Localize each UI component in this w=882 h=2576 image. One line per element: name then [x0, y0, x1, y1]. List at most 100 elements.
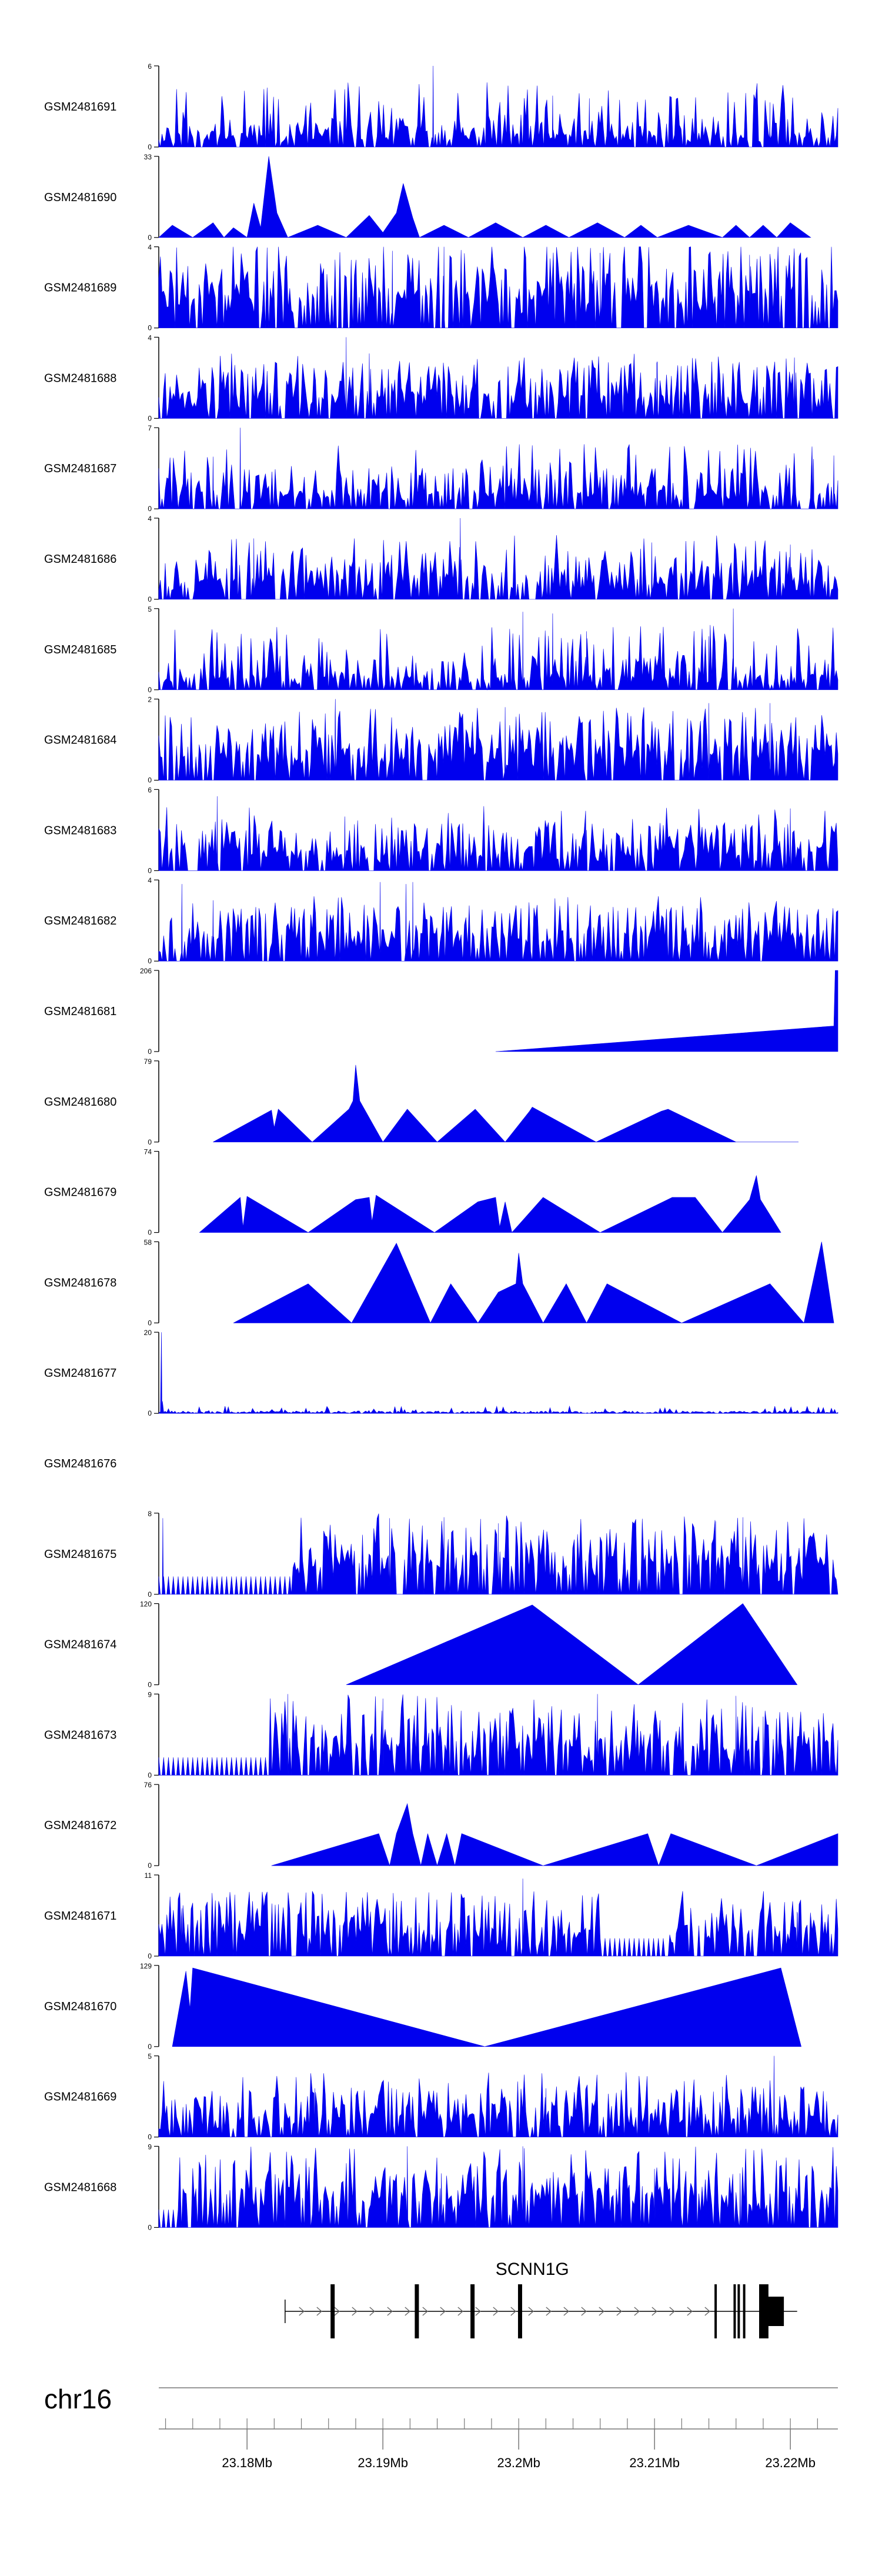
y-min-label: 0 [148, 233, 152, 242]
strand-chevron [599, 2307, 604, 2316]
axis-tick-label: 23.2Mb [497, 2455, 540, 2470]
track-label: GSM2481690 [44, 191, 116, 204]
coverage-area [346, 1603, 798, 1685]
strand-chevron [316, 2307, 322, 2316]
track-gsm2481679: GSM2481679 74 0 [44, 1148, 781, 1237]
coverage-area [158, 1332, 838, 1414]
coverage-area [158, 1513, 838, 1595]
track-label: GSM2481668 [44, 2181, 116, 2194]
strand-chevron [704, 2307, 710, 2316]
exon [470, 2284, 475, 2338]
y-max-label: 8 [148, 1510, 152, 1518]
coverage-area [271, 1803, 838, 1867]
y-max-label: 33 [144, 153, 152, 161]
y-min-label: 0 [148, 1138, 152, 1146]
coverage-area [158, 65, 838, 148]
exon [733, 2284, 736, 2338]
y-max-label: 4 [148, 876, 152, 885]
track-label: GSM2481683 [44, 824, 116, 837]
coverage-area [158, 2146, 838, 2228]
strand-chevron [493, 2307, 499, 2316]
y-min-label: 0 [148, 686, 152, 694]
y-max-label: 4 [148, 243, 152, 252]
strand-chevron [422, 2307, 428, 2316]
track-gsm2481672: GSM2481672 76 0 [44, 1781, 838, 1870]
strand-chevron [687, 2307, 693, 2316]
track-gsm2481685: GSM2481685 5 0 [44, 605, 838, 694]
track-label: GSM2481678 [44, 1276, 116, 1289]
track-gsm2481681: GSM2481681 206 0 [44, 967, 838, 1056]
strand-chevron [405, 2307, 410, 2316]
track-label: GSM2481676 [44, 1457, 116, 1470]
coverage-area [233, 1242, 834, 1324]
y-min-label: 0 [148, 1047, 152, 1056]
coverage-area [158, 428, 838, 509]
track-gsm2481668: GSM2481668 9 0 [44, 2143, 838, 2231]
y-min-label: 0 [148, 1229, 152, 1237]
y-min-label: 0 [148, 866, 152, 875]
strand-chevron [299, 2307, 305, 2316]
coverage-area [158, 518, 838, 600]
y-min-label: 0 [148, 143, 152, 151]
track-gsm2481675: GSM2481675 8 0 [44, 1510, 838, 1599]
strand-chevron [369, 2307, 375, 2316]
track-label: GSM2481688 [44, 372, 116, 385]
coverage-area [158, 337, 838, 419]
strand-chevron [616, 2307, 622, 2316]
track-label: GSM2481681 [44, 1005, 116, 1018]
y-min-label: 0 [148, 324, 152, 332]
y-min-label: 0 [148, 776, 152, 785]
coverage-area [172, 1967, 801, 2047]
y-max-label: 6 [148, 62, 152, 71]
strand-chevron [475, 2307, 481, 2316]
coverage-area [158, 246, 838, 328]
track-gsm2481678: GSM2481678 58 0 [44, 1238, 834, 1327]
track-gsm2481677: GSM2481677 20 0 [44, 1329, 838, 1417]
track-label: GSM2481670 [44, 2000, 116, 2013]
track-label: GSM2481687 [44, 462, 116, 475]
track-label: GSM2481679 [44, 1186, 116, 1199]
y-max-label: 20 [144, 1329, 152, 1337]
strand-chevron [352, 2307, 358, 2316]
y-min-label: 0 [148, 1861, 152, 1870]
exon-block [759, 2284, 767, 2338]
strand-chevron [652, 2307, 657, 2316]
coverage-area [158, 2056, 838, 2137]
track-label: GSM2481684 [44, 734, 116, 747]
strand-chevron [546, 2307, 552, 2316]
track-label: GSM2481675 [44, 1548, 116, 1561]
y-max-label: 6 [148, 786, 152, 794]
y-min-label: 0 [148, 1590, 152, 1599]
axis-tick-label: 23.19Mb [358, 2455, 408, 2470]
y-min-label: 0 [148, 2133, 152, 2141]
coverage-area [495, 970, 838, 1052]
axis-tick-label: 23.18Mb [222, 2455, 272, 2470]
y-min-label: 0 [148, 505, 152, 513]
strand-chevron [634, 2307, 640, 2316]
strand-chevron [334, 2307, 340, 2316]
exon [415, 2284, 419, 2338]
track-gsm2481683: GSM2481683 6 0 [44, 786, 838, 875]
y-max-label: 129 [140, 1962, 152, 1970]
y-min-label: 0 [148, 1952, 152, 1960]
coverage-area [199, 1175, 781, 1233]
track-gsm2481691: GSM2481691 6 0 [44, 62, 838, 151]
coverage-area [213, 1065, 799, 1143]
strand-chevron [457, 2307, 463, 2316]
y-max-label: 7 [148, 424, 152, 432]
strand-chevron [581, 2307, 587, 2316]
strand-chevron [528, 2307, 534, 2316]
coverage-area [158, 156, 811, 238]
coverage-area [158, 796, 838, 871]
track-gsm2481674: GSM2481674 120 0 [44, 1600, 798, 1689]
y-max-label: 9 [148, 1690, 152, 1699]
track-label: GSM2481682 [44, 915, 116, 927]
chromosome-label: chr16 [44, 2384, 112, 2414]
coverage-area [158, 1694, 838, 1776]
y-max-label: 4 [148, 515, 152, 523]
y-max-label: 4 [148, 333, 152, 342]
track-label: GSM2481685 [44, 643, 116, 656]
y-min-label: 0 [148, 1771, 152, 1779]
y-min-label: 0 [148, 1409, 152, 1417]
track-label: GSM2481669 [44, 2091, 116, 2104]
